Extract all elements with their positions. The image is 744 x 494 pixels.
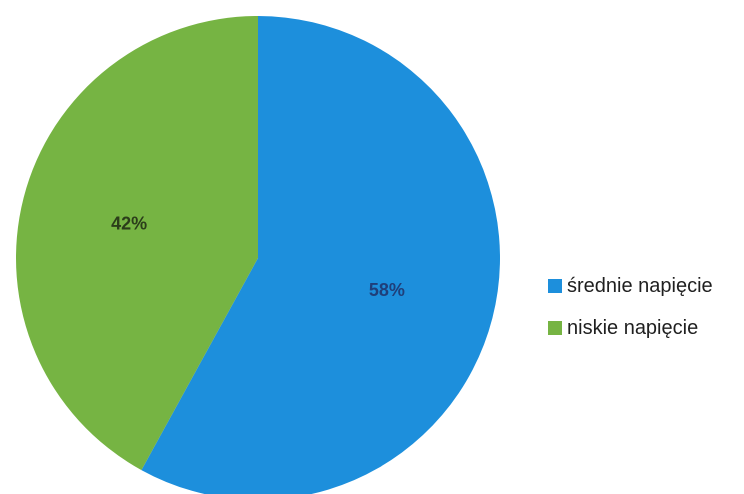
pie-label-medium-voltage: 58% xyxy=(369,280,405,300)
legend: średnie napięcie niskie napięcie xyxy=(548,272,713,356)
legend-label-medium-voltage: średnie napięcie xyxy=(567,274,713,297)
pie-value-labels: 58% 42% xyxy=(111,214,405,300)
pie-slices xyxy=(15,16,500,494)
legend-label-low-voltage: niskie napięcie xyxy=(567,316,699,339)
legend-swatch-medium-voltage xyxy=(548,279,562,293)
legend-swatch-low-voltage xyxy=(548,321,562,335)
pie-label-low-voltage: 42% xyxy=(111,214,147,234)
legend-item-medium-voltage: średnie napięcie xyxy=(548,272,713,300)
pie-slice-medium-voltage xyxy=(141,16,500,494)
legend-item-low-voltage: niskie napięcie xyxy=(548,314,713,342)
pie-slice-low-voltage xyxy=(15,16,259,471)
